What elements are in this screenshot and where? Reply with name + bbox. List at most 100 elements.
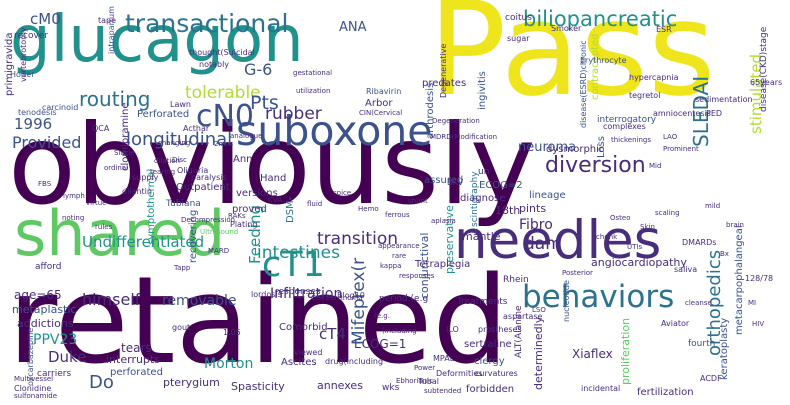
word-un: un [478, 167, 490, 177]
word-power: Power [414, 364, 436, 372]
word-dam: dam [524, 234, 562, 254]
word-holter: Holter [10, 70, 35, 79]
word-tegretol: tegretol [629, 91, 661, 100]
word-arthrodesis: arthrodesis [425, 82, 436, 139]
word-rules: rules [95, 223, 113, 231]
word-neuroma: neuroma [518, 140, 577, 155]
word-do: Do [89, 372, 114, 393]
word-complexes: complexes [603, 122, 646, 131]
word-tubiana: Tubiana [166, 199, 201, 209]
word-himself: himself [82, 290, 141, 309]
word-gout: gout [172, 323, 191, 332]
word-curvatures: curvatures [475, 369, 518, 378]
word-amniocentesis: amniocentesis [653, 109, 711, 118]
word-shared: shared [14, 197, 226, 270]
word-rhein: Rhein [503, 275, 529, 285]
word-changing: changing [158, 139, 191, 147]
word-period: period.(e.g [379, 294, 429, 304]
word-primigravida: primigravida [4, 32, 15, 96]
word-ppv23: PPV23 [33, 332, 78, 348]
word-perforated2: Perforated [137, 109, 190, 120]
word-ct4: cT4 [319, 325, 346, 343]
word-disease-ckd: disease(CKD)stage [759, 26, 769, 112]
word-transition: transition [317, 229, 398, 249]
word-utis: UTIs [627, 243, 643, 251]
word-oliguria: Oliguria [177, 166, 209, 175]
word-aplasia: aplasia [431, 217, 456, 225]
word-thought: thought(Suicidal [189, 48, 255, 57]
word-smoker: Smoker [551, 24, 582, 33]
word-forbidden: forbidden [466, 384, 515, 395]
word-mard: MARD [208, 247, 230, 255]
word-ct1: cT1 [262, 245, 325, 285]
word-raks: RAKs [228, 212, 246, 220]
word-cm0: cM0 [30, 10, 61, 28]
word-acdf: ACDF [700, 374, 722, 383]
word-tapp: Tapp [174, 264, 191, 272]
word-noting: noting [62, 214, 85, 222]
word-ana: ANA [339, 20, 367, 35]
word-xiaflex: Xiaflex [572, 347, 613, 361]
word-mild: mild [705, 202, 721, 210]
word-degenerative: Degenerative [439, 43, 448, 98]
word-lineage: lineage [529, 190, 566, 201]
word-brain: brain [726, 221, 744, 229]
word-dsm: DSM- [285, 196, 296, 223]
word-erythrocyte: Erythrocyte [580, 56, 627, 65]
word-cn0: cN0 [196, 99, 255, 134]
word-cva: CVA [268, 196, 283, 204]
word-bx: Bx [720, 250, 729, 258]
word-degeneration: Degeneration [432, 117, 480, 125]
word-lawn: Lawn [170, 100, 191, 109]
word-g6: G-6 [244, 60, 273, 79]
word-incidental: incidental [581, 384, 621, 393]
word-utilization: utilization [296, 87, 331, 95]
word-routing: routing [79, 87, 151, 111]
word-dilation: dilation [154, 157, 181, 165]
word-saliva: saliva [674, 265, 698, 274]
word-pts: Pts [250, 92, 279, 114]
word-obviously: obviously [8, 101, 536, 230]
word-ingivitis: ingivitis [477, 71, 488, 110]
word-proved: proved [232, 204, 267, 215]
word-plating: Plating [230, 220, 258, 229]
word-sickle: Sickle [114, 149, 135, 157]
word-dmards: DMARDs [682, 238, 717, 247]
word-cin: CIN(Cervical [359, 109, 403, 117]
word-responses: responses [275, 287, 321, 297]
word-appearance: appearance [378, 242, 420, 250]
word-decompression: Decompression [181, 216, 236, 224]
word-chunk: chunk [596, 233, 618, 241]
word-cis: CIS(Carcinoma [311, 294, 363, 302]
word-pass: Pass [428, 0, 716, 125]
word-diversion: diversion [545, 153, 646, 178]
word-behaviors: behaviors [522, 279, 675, 315]
word-osteo: Osteo [610, 214, 631, 222]
word-cleanse: cleanse [685, 299, 712, 307]
word-ecog1: ECOG=1 [354, 337, 407, 351]
word-tolerable: tolerable [185, 83, 261, 103]
word-drug-including: drug(including [325, 357, 384, 366]
word-multivessel: Multivessel [14, 375, 54, 383]
word-gestational: gestational [293, 69, 333, 77]
word-thickenings: thickenings [611, 136, 651, 144]
word-ultrasound: Ultrasound [200, 228, 239, 236]
word-fbs: FBS [38, 180, 52, 188]
word-disease-esrd: disease(ESRD)chronic [579, 40, 588, 128]
word-afford: afford [35, 262, 62, 272]
word-biliopancreatic: biliopancreatic [523, 7, 678, 31]
word-fibro: Fibro [519, 217, 553, 233]
word-responses2: responses [399, 272, 435, 280]
word-skin: Skin [640, 223, 655, 231]
word-contracepted: contracepted [590, 33, 601, 100]
word-morton: Morton [204, 356, 254, 372]
word-pterygium: pterygium [163, 376, 220, 389]
word-keratoplasty: keratoplasty [719, 317, 730, 380]
word-mi: MI [748, 299, 757, 307]
word-subtended: subtended [424, 387, 462, 395]
word-virtue: virtue [86, 199, 107, 207]
word-treatments: Treatments [457, 297, 508, 307]
word-proliferation: proliferation [619, 317, 632, 385]
word-age65: age=65 [14, 288, 62, 302]
word-transactional: transactional [125, 9, 289, 38]
